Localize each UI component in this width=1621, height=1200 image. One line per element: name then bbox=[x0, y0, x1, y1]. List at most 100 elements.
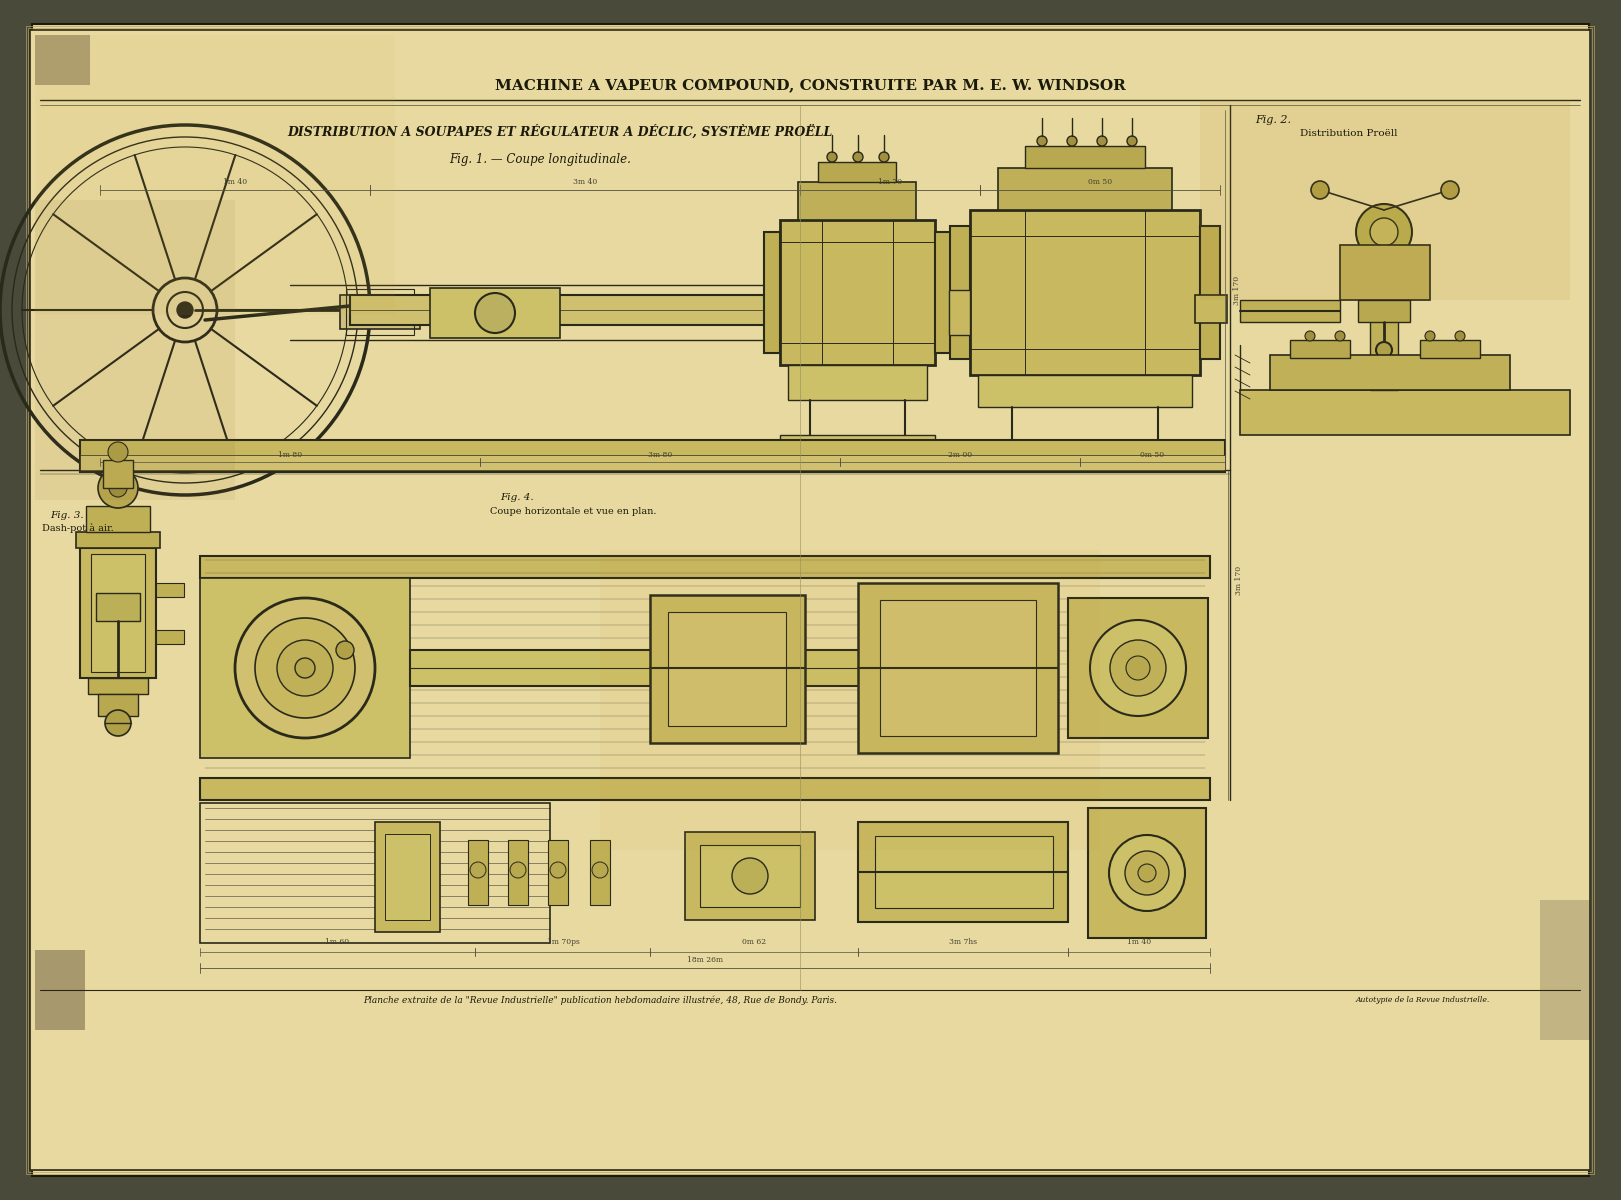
Bar bbox=[88, 678, 148, 694]
Text: Fig. 2.: Fig. 2. bbox=[1255, 115, 1290, 125]
Text: Autotypie de la Revue Industrielle.: Autotypie de la Revue Industrielle. bbox=[1355, 996, 1490, 1004]
Bar bbox=[340, 295, 420, 329]
Bar bbox=[507, 840, 528, 905]
Bar bbox=[86, 506, 151, 532]
Circle shape bbox=[1370, 218, 1397, 246]
Bar bbox=[101, 452, 271, 470]
Circle shape bbox=[109, 442, 128, 462]
Bar bbox=[875, 836, 1054, 908]
Circle shape bbox=[277, 640, 332, 696]
Bar bbox=[858, 583, 1059, 754]
Bar bbox=[1269, 355, 1511, 390]
Circle shape bbox=[592, 862, 608, 878]
Text: 18m 26m: 18m 26m bbox=[687, 956, 723, 964]
Circle shape bbox=[1127, 136, 1136, 146]
Bar bbox=[374, 822, 439, 932]
Bar bbox=[1088, 808, 1206, 938]
Bar bbox=[1420, 340, 1480, 358]
Bar bbox=[199, 556, 1209, 578]
Circle shape bbox=[550, 862, 566, 878]
Circle shape bbox=[1336, 331, 1345, 341]
Circle shape bbox=[879, 152, 888, 162]
Circle shape bbox=[177, 302, 193, 318]
Text: Planche extraite de la "Revue Industrielle" publication hebdomadaire illustrée, : Planche extraite de la "Revue Industriel… bbox=[363, 995, 836, 1004]
Bar bbox=[1068, 598, 1208, 738]
Circle shape bbox=[511, 862, 525, 878]
Text: 1m 80: 1m 80 bbox=[277, 451, 302, 458]
Text: 1m 40: 1m 40 bbox=[224, 178, 246, 186]
Bar bbox=[1200, 100, 1571, 300]
Text: 1m 70: 1m 70 bbox=[879, 178, 901, 186]
Circle shape bbox=[1109, 835, 1185, 911]
Text: Dash-pot à air.: Dash-pot à air. bbox=[42, 523, 113, 533]
Bar bbox=[1358, 300, 1410, 322]
Circle shape bbox=[470, 862, 486, 878]
Text: Coupe horizontale et vue en plan.: Coupe horizontale et vue en plan. bbox=[490, 506, 657, 516]
Circle shape bbox=[235, 598, 374, 738]
Text: 1m 60: 1m 60 bbox=[324, 938, 349, 946]
Bar bbox=[788, 365, 927, 400]
Bar bbox=[780, 220, 935, 365]
Bar bbox=[386, 834, 430, 920]
Bar bbox=[780, 434, 935, 446]
Circle shape bbox=[1089, 620, 1187, 716]
Text: 1m 40: 1m 40 bbox=[1127, 938, 1151, 946]
Circle shape bbox=[109, 479, 126, 497]
Circle shape bbox=[1127, 656, 1149, 680]
Text: Fig. 4.: Fig. 4. bbox=[499, 493, 533, 503]
Circle shape bbox=[733, 858, 768, 894]
Circle shape bbox=[336, 641, 353, 659]
Bar bbox=[700, 845, 801, 907]
Bar bbox=[156, 583, 185, 596]
Bar bbox=[600, 550, 1101, 850]
Bar bbox=[97, 694, 138, 716]
Bar bbox=[1200, 226, 1221, 359]
Bar bbox=[104, 460, 133, 488]
Circle shape bbox=[1441, 181, 1459, 199]
Bar bbox=[819, 162, 896, 182]
Bar bbox=[969, 210, 1200, 374]
Text: 3m 40: 3m 40 bbox=[572, 178, 597, 186]
Text: 3m 170: 3m 170 bbox=[1235, 565, 1243, 594]
Text: Distribution Proëll: Distribution Proëll bbox=[1300, 128, 1397, 138]
Bar bbox=[468, 840, 488, 905]
Bar bbox=[950, 226, 969, 359]
Text: 0m 50: 0m 50 bbox=[1140, 451, 1164, 458]
Bar bbox=[1540, 900, 1590, 1040]
Circle shape bbox=[1110, 640, 1165, 696]
Bar bbox=[686, 832, 815, 920]
Bar bbox=[858, 822, 1068, 922]
Text: Fig. 1. — Coupe longitudinale.: Fig. 1. — Coupe longitudinale. bbox=[449, 154, 631, 167]
Bar bbox=[763, 232, 780, 353]
Bar bbox=[1195, 295, 1227, 323]
Bar bbox=[1290, 340, 1350, 358]
Bar bbox=[1240, 300, 1341, 322]
Bar bbox=[199, 803, 550, 943]
Circle shape bbox=[1311, 181, 1329, 199]
Bar bbox=[668, 612, 786, 726]
Circle shape bbox=[1125, 851, 1169, 895]
Bar bbox=[36, 35, 91, 85]
Text: 1m 70ps: 1m 70ps bbox=[546, 938, 579, 946]
Bar bbox=[1240, 390, 1571, 434]
Circle shape bbox=[853, 152, 862, 162]
Bar bbox=[79, 548, 156, 678]
Circle shape bbox=[1456, 331, 1465, 341]
Bar bbox=[969, 440, 1200, 452]
Text: 3m 170: 3m 170 bbox=[1234, 276, 1242, 305]
Bar bbox=[1370, 245, 1397, 390]
Bar bbox=[91, 554, 144, 672]
Bar bbox=[548, 840, 567, 905]
Bar bbox=[156, 630, 185, 644]
Bar bbox=[350, 295, 801, 325]
Text: MACHINE A VAPEUR COMPOUND, CONSTRUITE PAR M. E. W. WINDSOR: MACHINE A VAPEUR COMPOUND, CONSTRUITE PA… bbox=[494, 78, 1125, 92]
Circle shape bbox=[1425, 331, 1435, 341]
Bar bbox=[1024, 146, 1144, 168]
Circle shape bbox=[295, 658, 314, 678]
Bar bbox=[650, 595, 806, 743]
Circle shape bbox=[1067, 136, 1076, 146]
Circle shape bbox=[475, 293, 515, 332]
Circle shape bbox=[97, 468, 138, 508]
Bar bbox=[36, 35, 396, 314]
Bar bbox=[36, 200, 235, 500]
